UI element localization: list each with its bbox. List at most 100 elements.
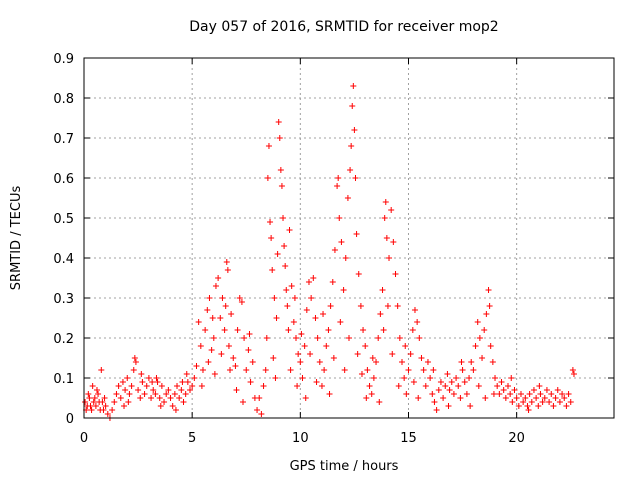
data-point [298,331,305,337]
data-point [225,343,232,349]
data-point [256,395,263,401]
data-point [179,379,186,385]
data-point [276,135,283,141]
data-point [205,359,212,365]
data-point [281,243,288,249]
data-point [128,383,135,389]
data-point [330,355,337,361]
data-point [313,379,320,385]
data-point [401,375,408,381]
data-point [448,379,455,385]
data-point [363,395,370,401]
data-point [132,359,139,365]
data-point [455,383,462,389]
data-point [511,387,518,393]
data-point [241,335,248,341]
data-point [150,387,157,393]
data-point [550,403,557,409]
data-point [541,395,548,401]
data-point [440,395,447,401]
data-point [472,343,479,349]
data-point [457,395,464,401]
data-point [302,395,309,401]
data-point [357,303,364,309]
data-point [245,347,252,353]
data-point [236,295,243,301]
data-point [246,331,253,337]
data-point [143,383,150,389]
y-tick-label: 0.4 [53,252,74,267]
y-tick-label: 0.3 [53,292,74,307]
data-point [204,307,211,313]
data-point [364,367,371,373]
data-point [165,387,172,393]
data-point [369,355,376,361]
data-point [535,403,542,409]
data-point [482,395,489,401]
x-tick-label: 15 [400,431,417,446]
data-point [479,355,486,361]
data-point [98,367,105,373]
data-point [308,295,315,301]
data-point [389,351,396,357]
data-point [273,315,280,321]
data-point [321,367,328,373]
data-point [402,343,409,349]
data-point [559,391,566,397]
data-point [415,395,422,401]
data-point [422,383,429,389]
data-point [358,371,365,377]
data-point [522,395,529,401]
data-point [353,231,360,237]
data-point [565,391,572,397]
data-point [376,399,383,405]
data-point [284,303,291,309]
y-tick-label: 0 [66,412,74,427]
data-point [138,371,145,377]
data-point [388,207,395,213]
grid-layer [84,58,614,418]
data-point [117,395,124,401]
data-point [139,379,146,385]
data-point [347,167,354,173]
data-point [249,359,256,365]
data-point [509,399,516,405]
data-point [149,379,156,385]
data-point [373,359,380,365]
data-point [556,399,563,405]
data-point [481,327,488,333]
data-point [346,335,352,341]
data-point [180,399,187,405]
data-point [487,343,494,349]
y-axis-label: SRMTID / TECUs [9,186,24,291]
data-point [502,395,509,401]
data-point [82,399,89,405]
x-tick-label: 20 [508,431,525,446]
data-point [210,335,217,341]
data-point [350,83,357,89]
data-point [569,367,576,373]
data-point [272,375,279,381]
data-point [352,175,359,181]
data-point [307,351,314,357]
data-point [420,367,427,373]
data-point [268,235,275,241]
data-point [303,307,310,313]
data-point [119,379,126,385]
data-point [548,391,555,397]
data-point [524,403,531,409]
plot-frame [83,57,615,419]
data-point [489,359,496,365]
data-point [567,399,574,405]
data-point [351,127,358,133]
data-point [157,403,164,409]
data-point [96,399,103,405]
data-point [258,411,265,417]
data-point [305,279,312,285]
y-tick-label: 0.6 [53,172,74,187]
data-point [206,295,213,301]
data-point [379,287,386,293]
data-point [340,287,347,293]
data-point [211,371,218,377]
data-point [431,399,438,405]
